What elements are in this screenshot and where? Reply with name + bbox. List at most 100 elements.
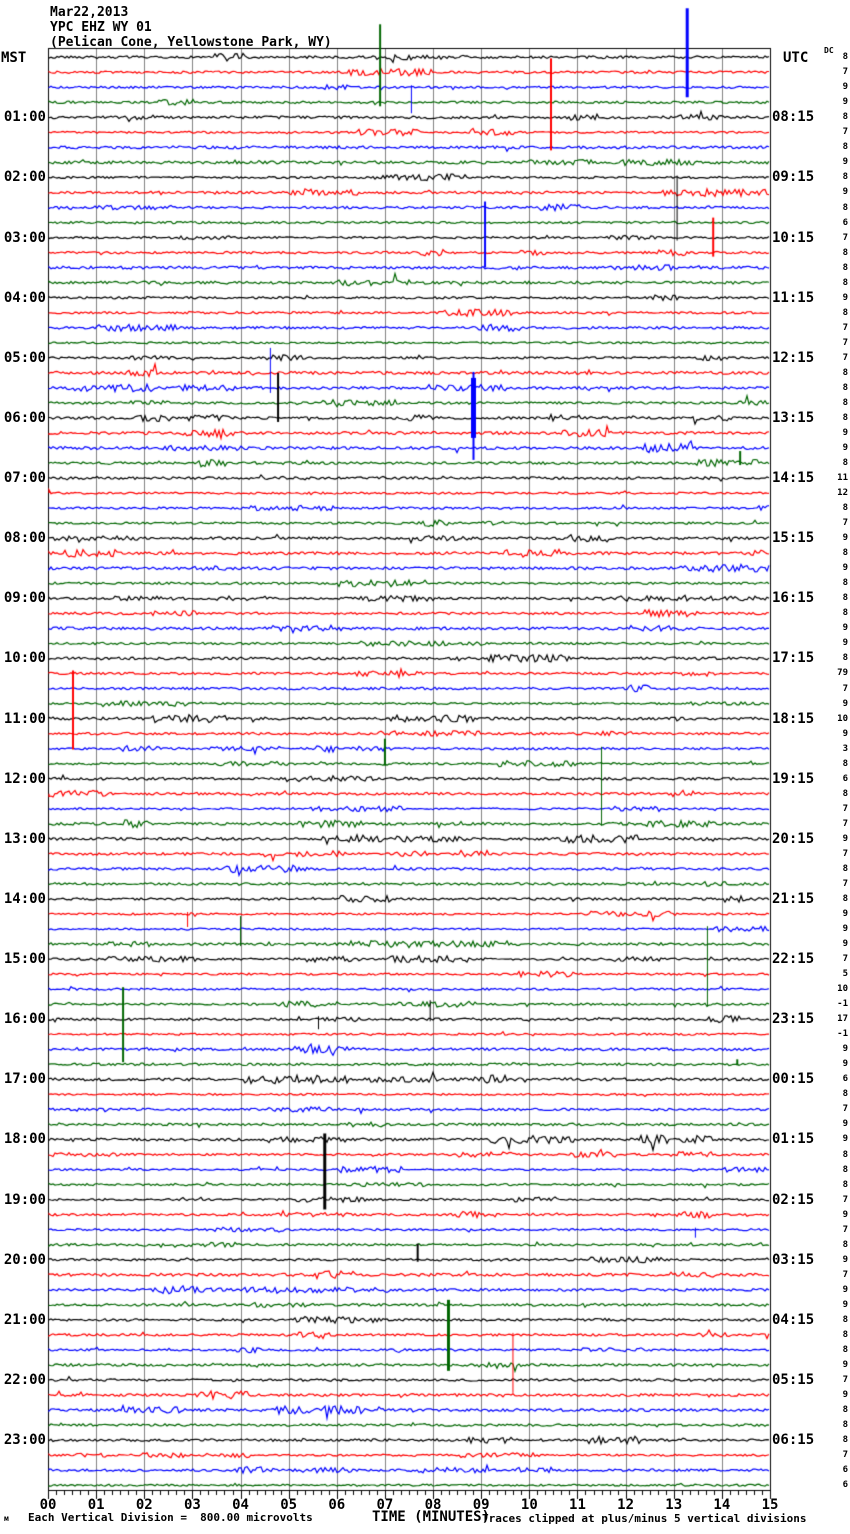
dc-value: 9 [842,82,848,93]
left-time-label: 03:00 [3,229,46,246]
dc-value: 8 [842,112,848,123]
dc-value: 9 [842,1134,848,1145]
minute-tick-label: 05 [280,1497,298,1513]
left-time-label: 14:00 [3,890,46,907]
dc-value: 7 [842,1224,848,1235]
dc-value: 8 [842,52,848,63]
dc-value: 8 [842,548,848,559]
dc-value: 7 [842,1450,848,1461]
dc-value: 9 [842,1119,848,1130]
left-time-label: 10:00 [3,650,46,667]
utc-time-label: 11:15 [772,289,815,306]
dc-value: 8 [842,1164,848,1175]
header-date: Mar22,2013 [50,5,129,20]
dc-value: 8 [842,172,848,183]
dc-value: 6 [842,1074,848,1085]
dc-value: 7 [842,1104,848,1115]
utc-time-label: 16:15 [772,590,815,607]
dc-value: 9 [842,427,848,438]
left-time-label: 09:00 [3,590,46,607]
dc-value: 8 [842,1420,848,1431]
utc-time-label: 00:15 [772,1071,815,1088]
dc-value: 9 [842,533,848,544]
minute-tick-label: 14 [713,1497,731,1513]
dc-value: -1 [837,999,848,1010]
minute-tick-label: 13 [665,1497,683,1513]
dc-column-label: DC [824,46,834,55]
dc-value: 5 [842,969,848,980]
utc-time-label: 22:15 [772,951,815,968]
minute-tick-label: 00 [39,1497,57,1513]
minute-tick-label: 12 [617,1497,635,1513]
utc-time-label: 02:15 [772,1191,815,1208]
left-time-label: 17:00 [3,1071,46,1088]
dc-value: 8 [842,788,848,799]
dc-value: 9 [842,728,848,739]
minute-tick-label: 11 [569,1497,586,1513]
utc-time-label: 21:15 [772,890,815,907]
dc-value: 8 [842,893,848,904]
dc-value: 6 [842,1465,848,1476]
dc-value: 9 [842,638,848,649]
utc-time-label: 23:15 [772,1011,815,1028]
dc-value: 9 [842,157,848,168]
minute-tick-label: 08 [424,1497,442,1513]
dc-value: 7 [842,1374,848,1385]
left-time-label: 16:00 [3,1011,46,1028]
dc-value: 8 [842,608,848,619]
dc-value: 7 [842,322,848,333]
dc-value: 7 [842,127,848,138]
dc-value: 8 [842,863,848,874]
dc-value: 9 [842,1284,848,1295]
dc-value: 8 [842,1435,848,1446]
utc-time-label: 17:15 [772,650,815,667]
minute-tick-label: 02 [135,1497,153,1513]
left-time-label: 02:00 [3,169,46,186]
dc-value: 9 [842,187,848,198]
dc-value: -1 [837,1029,848,1040]
utc-time-label: 13:15 [772,409,815,426]
dc-value: 9 [842,1044,848,1055]
left-time-label: 22:00 [3,1371,46,1388]
left-time-label: 01:00 [3,109,46,126]
utc-time-label: 18:15 [772,710,815,727]
dc-value: 10 [837,713,848,724]
dc-value: 9 [842,1254,848,1265]
dc-value: 8 [842,142,848,153]
left-time-label: 11:00 [3,710,46,727]
utc-time-label: 20:15 [772,830,815,847]
utc-time-label: 06:15 [772,1432,815,1449]
dc-value: 9 [842,292,848,303]
clip-note: Traces clipped at plus/minus 5 vertical … [482,1512,807,1525]
left-time-label: 05:00 [3,349,46,366]
utc-time-label: 19:15 [772,770,815,787]
left-time-label: 12:00 [3,770,46,787]
dc-value: 7 [842,803,848,814]
dc-value: 8 [842,277,848,288]
dc-value: 8 [842,202,848,213]
dc-value: 9 [842,1390,848,1400]
minute-tick-label: 01 [87,1497,105,1513]
dc-value: 6 [842,1480,848,1491]
dc-value: 9 [842,623,848,634]
minute-tick-label: 04 [232,1497,249,1513]
dc-value: 8 [842,1405,848,1416]
utc-time-label: 01:15 [772,1131,815,1148]
dc-value: 8 [842,307,848,318]
utc-time-label: 09:15 [772,169,815,186]
dc-value: 7 [842,878,848,889]
right-timezone-label: UTC [783,50,809,66]
dc-value: 9 [842,1299,848,1310]
utc-time-label: 14:15 [772,470,815,487]
minute-tick-label: 06 [328,1497,346,1513]
dc-value: 7 [842,337,848,348]
utc-time-label: 03:15 [772,1251,815,1268]
dc-value: 7 [842,518,848,529]
scale-note: Each Vertical Division = 800.00 microvol… [28,1511,313,1524]
dc-value: 9 [842,563,848,574]
left-timezone-label: MST [1,50,27,66]
dc-value: 7 [842,1269,848,1280]
left-time-label: 13:00 [3,830,46,847]
dc-value: 6 [842,217,848,228]
